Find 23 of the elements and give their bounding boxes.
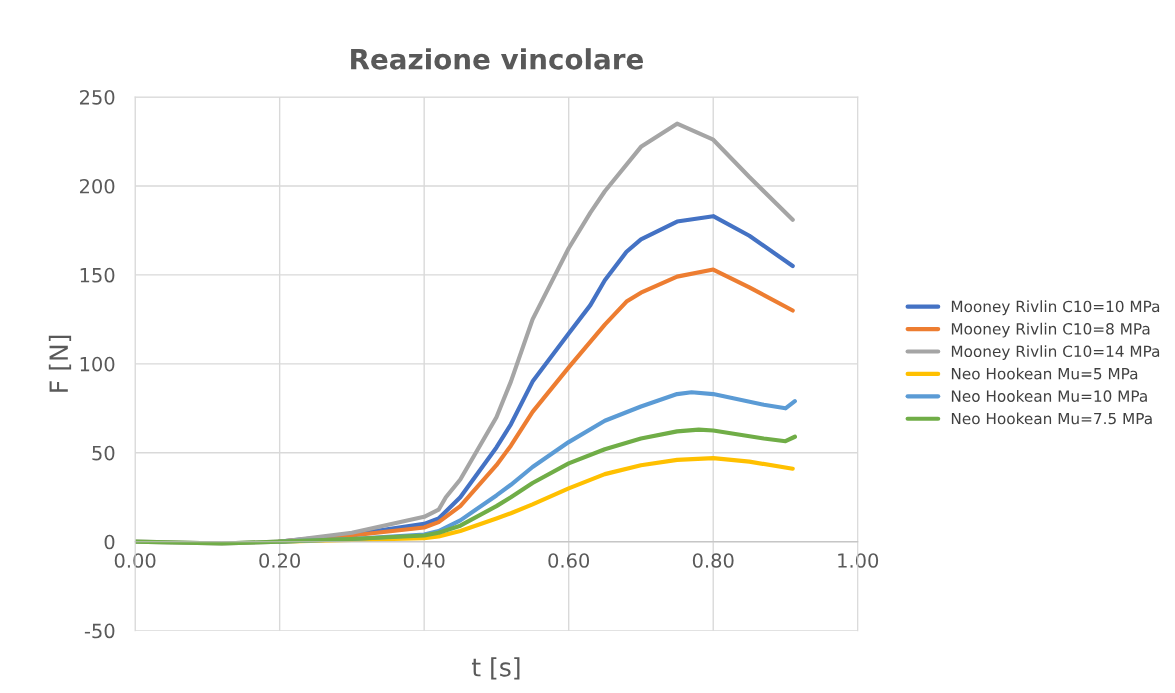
chart-title: Reazione vincolare [351, 48, 643, 70]
x-tick-label: 0.20 [259, 553, 301, 568]
y-tick-label: 50 [92, 445, 115, 461]
y-tick-label: 150 [80, 267, 115, 283]
x-tick-label: 1.00 [838, 553, 879, 568]
line-series [135, 427, 797, 546]
y-tick-label: 200 [79, 178, 115, 194]
legend-label: Mooney Rivlin C10=14 MPa [951, 345, 1160, 361]
x-axis-title: t [s] [471, 657, 520, 680]
x-tick-label: 0.80 [692, 553, 734, 568]
legend-label: Neo Hookean Mu=7.5 MPa [951, 412, 1152, 425]
x-tick-label: 0.60 [548, 553, 590, 568]
x-tick-label: 0.00 [114, 553, 156, 568]
legend-label: Neo Hookean Mu=5 MPa [951, 367, 1138, 380]
y-tick-label: 0 [104, 534, 115, 550]
legend-label: Mooney Rivlin C10=10 MPa [951, 300, 1160, 316]
legend-label: Neo Hookean Mu=10 MPa [951, 390, 1147, 402]
y-axis-title: F [N] [48, 335, 72, 392]
legend-label: Mooney Rivlin C10=8 MPa [951, 322, 1150, 338]
y-tick-label: -50 [84, 623, 115, 639]
y-tick-label: 100 [80, 356, 115, 372]
y-tick-label: 250 [79, 89, 115, 105]
x-tick-label: 0.40 [403, 553, 445, 568]
